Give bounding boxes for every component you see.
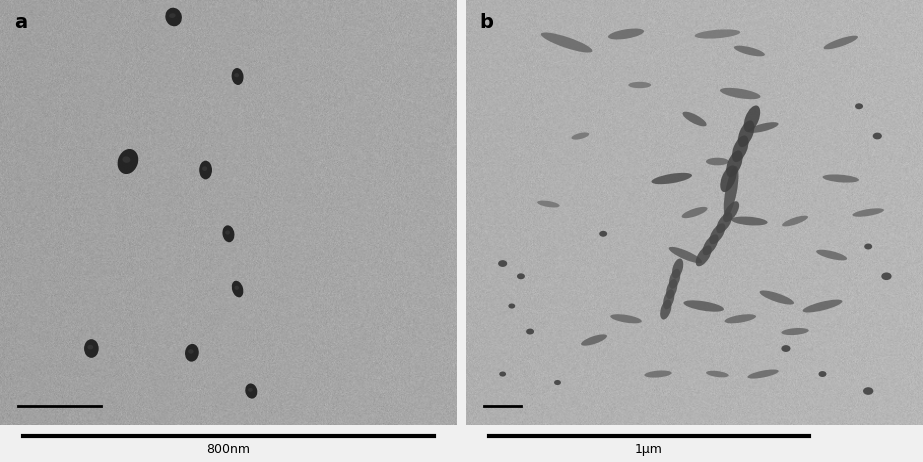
Ellipse shape — [706, 158, 729, 165]
Ellipse shape — [803, 299, 843, 312]
Ellipse shape — [725, 314, 756, 323]
Ellipse shape — [84, 339, 99, 358]
Ellipse shape — [117, 149, 138, 174]
Ellipse shape — [737, 121, 754, 147]
Ellipse shape — [782, 328, 809, 335]
Ellipse shape — [554, 380, 561, 385]
Ellipse shape — [864, 243, 872, 249]
Ellipse shape — [537, 201, 559, 207]
Ellipse shape — [710, 223, 725, 244]
Ellipse shape — [732, 135, 749, 162]
Ellipse shape — [541, 32, 593, 53]
Ellipse shape — [169, 13, 175, 18]
Ellipse shape — [663, 289, 675, 309]
Ellipse shape — [724, 166, 738, 216]
Ellipse shape — [234, 73, 239, 77]
Ellipse shape — [88, 345, 93, 349]
Ellipse shape — [748, 122, 779, 133]
Ellipse shape — [185, 344, 198, 362]
Ellipse shape — [652, 173, 692, 184]
Ellipse shape — [669, 269, 680, 289]
Ellipse shape — [720, 165, 737, 192]
Ellipse shape — [702, 234, 718, 255]
Ellipse shape — [816, 249, 847, 261]
Ellipse shape — [666, 279, 677, 299]
Ellipse shape — [498, 260, 508, 267]
Ellipse shape — [748, 370, 779, 378]
Ellipse shape — [683, 300, 724, 312]
Ellipse shape — [199, 161, 212, 179]
Ellipse shape — [581, 334, 607, 346]
Ellipse shape — [526, 328, 534, 334]
Ellipse shape — [232, 281, 244, 298]
Ellipse shape — [819, 371, 826, 377]
Ellipse shape — [610, 314, 641, 323]
Ellipse shape — [873, 133, 881, 140]
Ellipse shape — [165, 8, 182, 26]
Ellipse shape — [863, 387, 873, 395]
Ellipse shape — [232, 68, 244, 85]
Ellipse shape — [782, 216, 808, 226]
Ellipse shape — [853, 208, 884, 217]
Ellipse shape — [225, 231, 230, 235]
Ellipse shape — [202, 166, 207, 171]
Ellipse shape — [248, 388, 253, 392]
Ellipse shape — [734, 46, 765, 56]
Ellipse shape — [760, 291, 794, 304]
Ellipse shape — [782, 345, 790, 352]
Ellipse shape — [629, 82, 651, 88]
Ellipse shape — [855, 103, 863, 109]
Ellipse shape — [608, 29, 644, 39]
Ellipse shape — [644, 371, 672, 377]
Ellipse shape — [672, 259, 683, 279]
Ellipse shape — [599, 231, 607, 237]
Ellipse shape — [222, 225, 234, 242]
Ellipse shape — [731, 217, 768, 225]
Ellipse shape — [726, 151, 743, 177]
Ellipse shape — [669, 247, 702, 263]
Ellipse shape — [509, 304, 515, 309]
Text: 800nm: 800nm — [207, 444, 250, 456]
Ellipse shape — [499, 371, 506, 377]
Ellipse shape — [716, 212, 732, 233]
Ellipse shape — [571, 133, 589, 140]
Ellipse shape — [188, 349, 194, 354]
Ellipse shape — [723, 201, 739, 222]
Ellipse shape — [246, 383, 258, 399]
Ellipse shape — [720, 88, 761, 99]
Ellipse shape — [681, 207, 708, 218]
Text: b: b — [480, 13, 494, 32]
Ellipse shape — [823, 36, 858, 49]
Text: 1μm: 1μm — [635, 444, 663, 456]
Ellipse shape — [123, 156, 130, 163]
Ellipse shape — [822, 175, 859, 182]
Ellipse shape — [696, 245, 712, 266]
Ellipse shape — [517, 274, 525, 279]
Ellipse shape — [234, 286, 239, 290]
Ellipse shape — [706, 371, 729, 377]
Ellipse shape — [682, 112, 707, 127]
Ellipse shape — [695, 30, 740, 39]
Text: a: a — [14, 13, 27, 32]
Ellipse shape — [744, 105, 761, 132]
Ellipse shape — [881, 273, 892, 280]
Ellipse shape — [660, 299, 671, 320]
